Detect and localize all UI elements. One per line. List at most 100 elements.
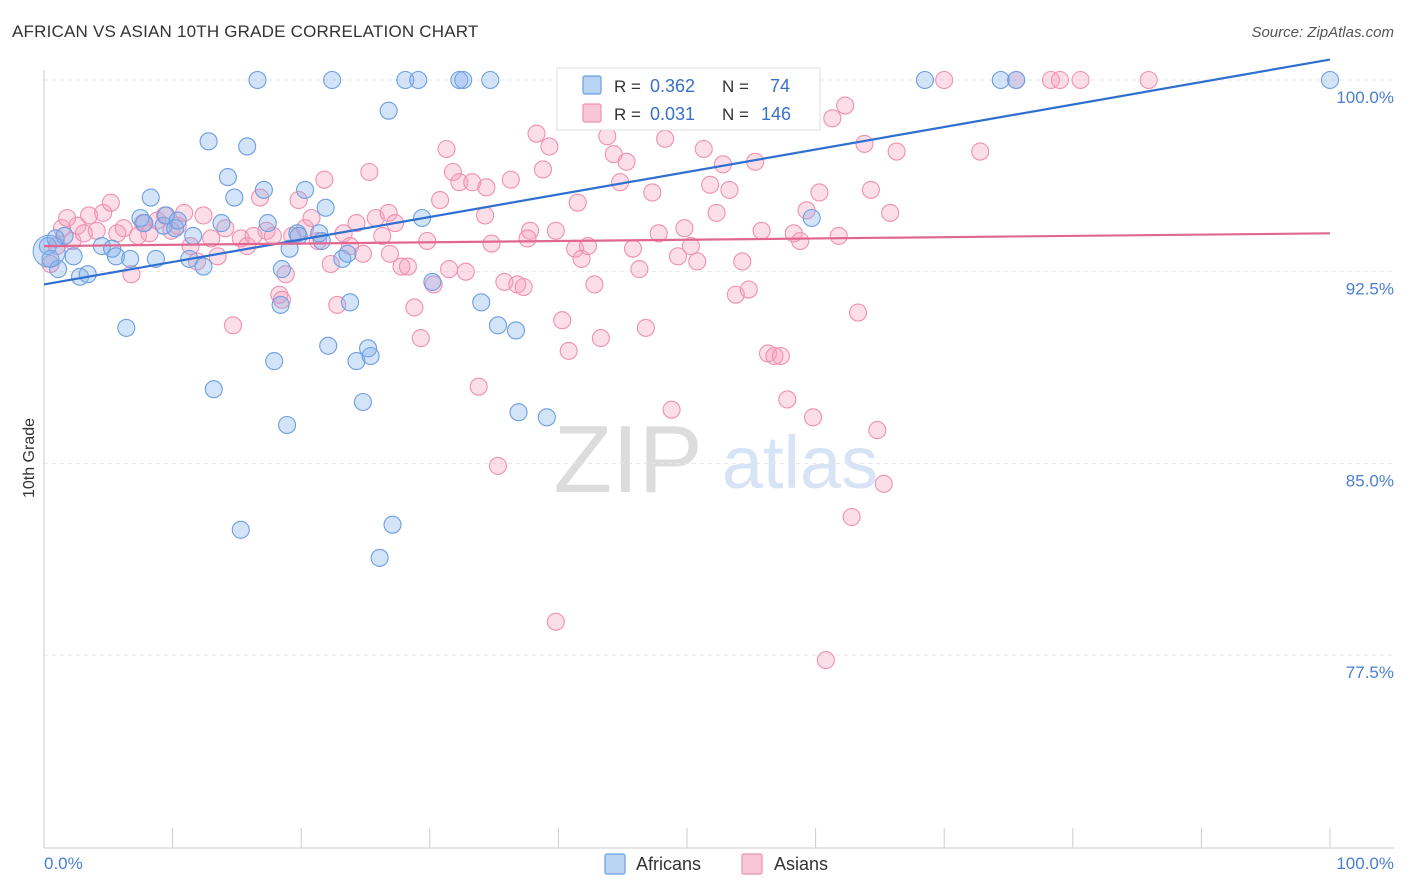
africans-point — [338, 244, 357, 263]
asians-point — [739, 280, 758, 299]
asians-point — [855, 134, 874, 153]
africans-point — [506, 321, 526, 340]
asians-point — [477, 178, 496, 197]
africans-point — [157, 206, 176, 225]
y-tick-label: 85.0% — [1346, 471, 1394, 490]
africans-n-value: 74 — [770, 76, 790, 96]
asians-point — [488, 456, 508, 475]
africans-point — [319, 336, 338, 355]
africans-point — [481, 70, 500, 90]
asians-point — [373, 226, 392, 245]
asians-point — [347, 214, 366, 233]
asians-n-value: 146 — [761, 104, 791, 124]
africans-swatch-top — [582, 75, 602, 95]
africans-point — [199, 132, 218, 151]
asians-point — [842, 507, 861, 527]
asians-point — [778, 390, 797, 409]
asians-point — [79, 206, 99, 225]
asians-point — [87, 221, 106, 240]
asians-point — [360, 162, 379, 182]
asians-point — [935, 70, 954, 90]
africans-point — [272, 260, 291, 279]
asians-point — [405, 298, 424, 317]
asians-point — [681, 237, 700, 256]
asians-swatch — [741, 853, 763, 875]
asians-point — [829, 226, 848, 245]
asians-point — [482, 234, 501, 253]
asians-point — [398, 257, 417, 276]
asians-point — [881, 203, 900, 222]
asians-point — [816, 651, 835, 670]
asians-point — [810, 183, 829, 202]
africans-point — [454, 70, 473, 90]
africans-r-value: 0.362 — [650, 76, 695, 96]
asians-point — [469, 377, 488, 396]
africans-point — [370, 548, 389, 567]
africans-point — [383, 515, 402, 534]
africans-point — [1320, 70, 1340, 90]
africans-point — [49, 260, 68, 279]
africans-point — [423, 272, 442, 291]
africans-point — [323, 70, 342, 90]
africans-point — [347, 352, 366, 371]
africans-point — [802, 208, 821, 228]
asians-point — [540, 137, 559, 156]
africans-point — [341, 293, 360, 312]
asians-point — [649, 224, 668, 243]
africans-cluster-point — [32, 234, 66, 268]
stats-legend: R = 0.362 N = 74 R = 0.031 N = 146 — [556, 67, 821, 131]
africans-point — [361, 346, 380, 366]
africans-point — [121, 249, 140, 268]
asians-point — [321, 254, 340, 274]
asians-point — [463, 173, 482, 192]
africans-point — [168, 211, 187, 230]
asians-point — [315, 170, 334, 189]
asians-point — [380, 244, 399, 263]
y-tick-label: 77.5% — [1346, 663, 1394, 682]
asians-point — [707, 203, 726, 222]
africans-point — [296, 180, 315, 199]
asians-point — [101, 193, 120, 212]
asians-point — [887, 142, 906, 161]
africans-point — [258, 214, 277, 233]
asians-point — [223, 316, 243, 335]
asians-point — [533, 160, 553, 179]
asians-point — [1071, 70, 1090, 90]
asians-point — [668, 247, 688, 266]
africans-point — [184, 226, 203, 245]
chart-title: AFRICAN VS ASIAN 10TH GRADE CORRELATION … — [12, 22, 479, 41]
asians-point — [803, 408, 823, 427]
africans-point — [135, 214, 154, 233]
asians-point — [623, 239, 643, 258]
asians-point — [578, 237, 598, 256]
africans-point — [450, 70, 469, 90]
africans-point — [248, 70, 267, 90]
y-axis-title: 10th Grade — [21, 418, 38, 498]
africans-point — [353, 392, 372, 412]
asians-point — [752, 221, 771, 240]
africans-point — [238, 137, 257, 156]
africans-point — [254, 180, 273, 199]
asians-r-label: R = — [614, 105, 641, 124]
asians-point — [518, 229, 537, 248]
asians-point — [94, 203, 113, 222]
africans-point — [265, 352, 284, 371]
asians-point — [553, 311, 572, 330]
africans-point — [379, 101, 398, 120]
asians-point — [823, 109, 842, 128]
africans-swatch — [604, 853, 626, 875]
asians-point — [688, 252, 707, 271]
asians-point — [431, 191, 450, 210]
africans-point — [78, 265, 97, 284]
asians-point — [437, 139, 456, 159]
africans-point — [278, 415, 297, 435]
asians-point — [456, 262, 475, 281]
asians-point — [392, 257, 411, 276]
asians-point — [617, 152, 636, 171]
africans-point — [509, 403, 528, 422]
africans-point — [271, 295, 290, 314]
africans-point — [64, 247, 83, 266]
asians-point — [418, 231, 437, 251]
asians-point — [720, 180, 739, 199]
